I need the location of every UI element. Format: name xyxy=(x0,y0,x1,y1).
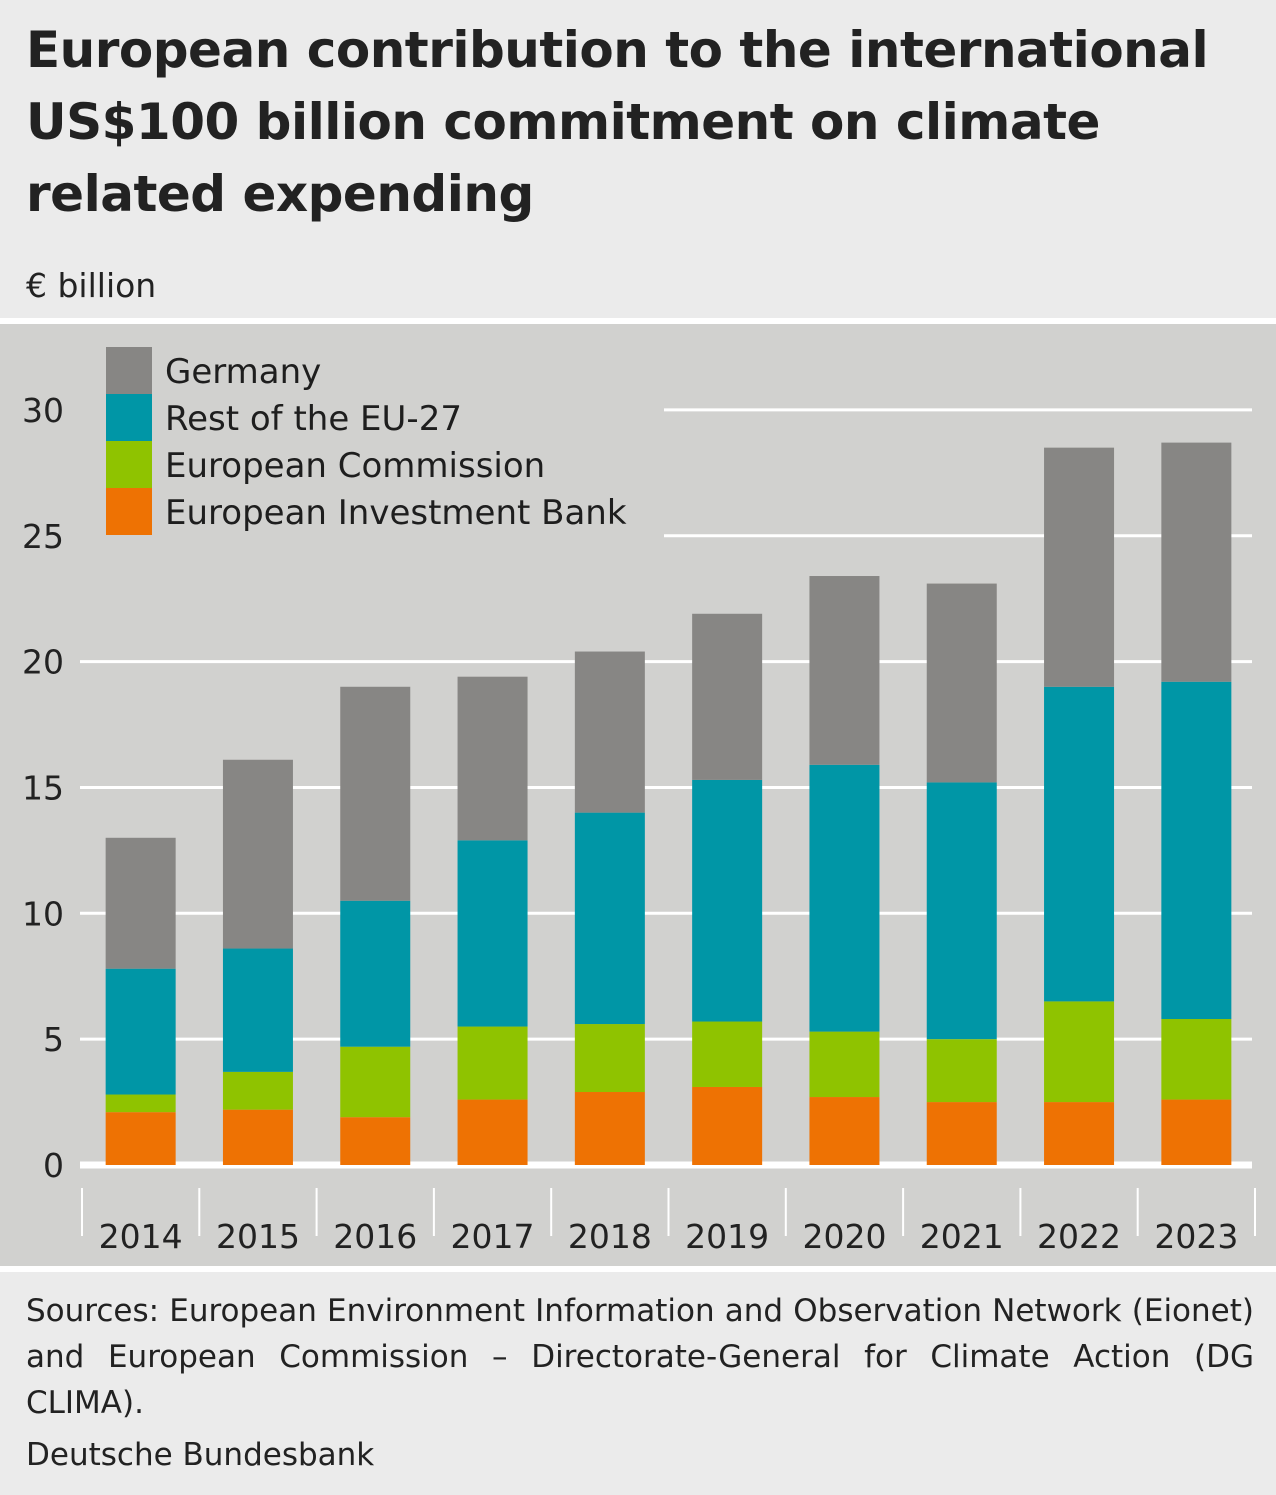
bar-european-commission-2018 xyxy=(574,1024,645,1093)
x-tick-label: 2018 xyxy=(568,1217,652,1256)
bar-european-commission-2014 xyxy=(105,1094,176,1113)
legend-swatch-european-investment-bank xyxy=(106,488,152,535)
chart-title: European contribution to the internation… xyxy=(26,21,1209,223)
x-tick-label: 2020 xyxy=(802,1217,886,1256)
top-divider xyxy=(0,318,1276,324)
bar-european-investment-bank-2016 xyxy=(340,1117,411,1165)
bar-european-investment-bank-2020 xyxy=(809,1097,880,1165)
x-tick-label: 2023 xyxy=(1154,1217,1238,1256)
bar-germany-2017 xyxy=(457,676,528,841)
legend-background xyxy=(72,380,664,540)
bar-european-commission-2022 xyxy=(1044,1001,1115,1103)
bar-european-investment-bank-2019 xyxy=(692,1086,763,1165)
bar-european-investment-bank-2022 xyxy=(1044,1102,1115,1165)
bar-european-commission-2015 xyxy=(222,1071,293,1110)
bar-germany-2020 xyxy=(809,576,880,765)
legend-swatch-european-commission xyxy=(106,441,152,488)
x-tick-label: 2019 xyxy=(685,1217,769,1256)
bar-germany-2016 xyxy=(340,686,411,901)
bar-european-investment-bank-2018 xyxy=(574,1092,645,1165)
x-tick-label: 2014 xyxy=(99,1217,183,1256)
bar-rest-of-the-eu-27-2017 xyxy=(457,840,528,1027)
legend-label-european-investment-bank: European Investment Bank xyxy=(165,493,627,533)
y-tick-label: 20 xyxy=(22,643,64,682)
bar-european-investment-bank-2021 xyxy=(926,1102,997,1165)
bar-european-investment-bank-2015 xyxy=(222,1109,293,1165)
bar-rest-of-the-eu-27-2015 xyxy=(222,948,293,1072)
bar-germany-2023 xyxy=(1161,442,1232,682)
bar-european-commission-2017 xyxy=(457,1026,528,1100)
x-tick-label: 2015 xyxy=(216,1217,300,1256)
unit-label: € billion xyxy=(26,266,157,305)
bar-rest-of-the-eu-27-2021 xyxy=(926,782,997,1040)
x-tick-label: 2017 xyxy=(451,1217,535,1256)
footer: Sources: European Environment Informatio… xyxy=(26,1288,1254,1478)
x-tick-label: 2016 xyxy=(333,1217,417,1256)
bar-rest-of-the-eu-27-2022 xyxy=(1044,686,1115,1002)
bar-germany-2015 xyxy=(222,759,293,949)
bar-rest-of-the-eu-27-2018 xyxy=(574,812,645,1025)
bar-germany-2018 xyxy=(574,651,645,813)
x-tick-label: 2022 xyxy=(1037,1217,1121,1256)
y-tick-label: 10 xyxy=(22,894,64,933)
bar-european-investment-bank-2023 xyxy=(1161,1099,1232,1165)
bar-european-commission-2019 xyxy=(692,1021,763,1087)
legend-label-european-commission: European Commission xyxy=(165,446,545,486)
bar-germany-2021 xyxy=(926,583,997,783)
stacked-bar-chart: 0 5 10 15 20 25 30 2014 2015 2016 2017 2018 2019 2020… xyxy=(22,347,1256,1256)
bar-rest-of-the-eu-27-2020 xyxy=(809,764,880,1032)
bar-european-investment-bank-2014 xyxy=(105,1112,176,1165)
bar-european-commission-2020 xyxy=(809,1031,880,1098)
bar-germany-2022 xyxy=(1044,447,1115,687)
bar-european-commission-2021 xyxy=(926,1039,997,1103)
legend-swatch-rest-of-the-eu-27 xyxy=(106,394,152,441)
bottom-divider xyxy=(0,1266,1276,1272)
sources-note: Sources: European Environment Informatio… xyxy=(26,1293,1254,1421)
x-tick-label: 2021 xyxy=(920,1217,1004,1256)
bar-european-commission-2023 xyxy=(1161,1019,1232,1100)
bar-european-commission-2016 xyxy=(340,1046,411,1118)
plot-area: 0 5 10 15 20 25 30 2014 2015 2016 2017 2018 2019 2020… xyxy=(0,324,1276,1266)
y-tick-label: 30 xyxy=(22,391,64,430)
bar-germany-2014 xyxy=(105,837,176,969)
bar-germany-2019 xyxy=(692,613,763,780)
legend-swatch-germany xyxy=(106,347,152,394)
y-tick-label: 15 xyxy=(22,768,64,807)
y-tick-label: 25 xyxy=(22,517,64,556)
bar-rest-of-the-eu-27-2016 xyxy=(340,900,411,1047)
y-tick-label: 0 xyxy=(43,1146,64,1185)
y-tick-label: 5 xyxy=(43,1020,64,1059)
bar-rest-of-the-eu-27-2014 xyxy=(105,968,176,1095)
bar-rest-of-the-eu-27-2023 xyxy=(1161,681,1232,1020)
legend-label-rest-of-the-eu-27: Rest of the EU-27 xyxy=(165,399,462,439)
legend-label-germany: Germany xyxy=(165,352,321,392)
publisher-label: Deutsche Bundesbank xyxy=(26,1437,375,1473)
bar-rest-of-the-eu-27-2019 xyxy=(692,779,763,1022)
bar-european-investment-bank-2017 xyxy=(457,1099,528,1165)
